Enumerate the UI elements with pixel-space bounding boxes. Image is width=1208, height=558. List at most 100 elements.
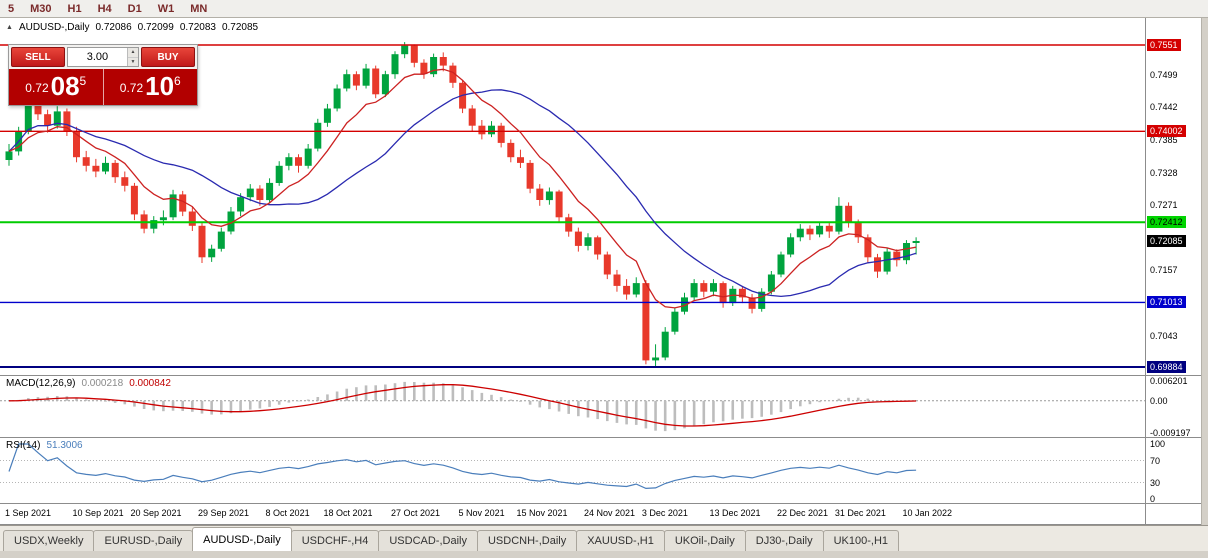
panel-splitter-rsi[interactable]: [0, 437, 1208, 438]
chart-tab-ukoil-daily[interactable]: UKOil-,Daily: [663, 530, 746, 551]
price-tick-label: 0.7043: [1150, 330, 1178, 341]
sell-price-sup: 5: [79, 74, 87, 88]
vertical-scrollbar[interactable]: [1201, 18, 1208, 525]
chart-tab-usdcad-daily[interactable]: USDCAD-,Daily: [378, 530, 478, 551]
date-axis-label: 15 Nov 2021: [516, 508, 568, 518]
sell-price[interactable]: 0.72 08 5: [9, 69, 104, 105]
date-axis-label: 1 Sep 2021: [5, 508, 52, 518]
candle: [719, 283, 727, 304]
candle: [816, 225, 824, 235]
period-button-m30[interactable]: M30: [30, 2, 52, 15]
chart-tab-dj30-daily[interactable]: DJ30-,Daily: [744, 530, 824, 551]
macd-signal-value: 0.000842: [129, 378, 171, 389]
candle: [372, 68, 380, 95]
candle: [24, 105, 32, 132]
rsi-value: 51.3006: [46, 440, 83, 451]
candle: [44, 114, 52, 126]
ma-fast-line: [8, 68, 917, 309]
candle: [603, 254, 611, 275]
candle: [690, 283, 698, 298]
chart-tab-usdchf-h4[interactable]: USDCHF-,H4: [290, 530, 380, 551]
candle: [217, 231, 225, 249]
period-button-h1[interactable]: H1: [67, 2, 82, 15]
period-button-w1[interactable]: W1: [157, 2, 175, 15]
candle: [845, 205, 853, 223]
chart-tab-xauusd-h1[interactable]: XAUUSD-,H1: [576, 530, 665, 551]
candle: [661, 331, 669, 358]
volume-down-icon[interactable]: ▼: [127, 57, 138, 66]
candle: [883, 251, 891, 272]
ma-slow-line: [8, 89, 917, 298]
candle: [806, 228, 814, 235]
main-chart-canvas[interactable]: [0, 18, 1208, 525]
candle: [208, 248, 216, 258]
candle: [237, 197, 245, 212]
candle: [536, 188, 544, 200]
candle: [111, 162, 119, 178]
candle: [362, 68, 370, 86]
candle: [391, 54, 399, 75]
chart-tab-uk100-h1[interactable]: UK100-,H1: [822, 530, 900, 551]
candle: [777, 254, 785, 275]
chart-tab-usdcnh-daily[interactable]: USDCNH-,Daily: [476, 530, 578, 551]
candle: [449, 65, 457, 83]
sell-button[interactable]: SELL: [11, 47, 65, 67]
buy-price[interactable]: 0.72 10 6: [104, 69, 198, 105]
candle: [700, 283, 708, 292]
candle: [912, 241, 920, 243]
rsi-axis-label: 70: [1150, 455, 1161, 466]
candle: [188, 211, 196, 226]
price-badge: 0.72085: [1147, 235, 1186, 247]
candle: [545, 191, 553, 201]
collapse-chart-icon[interactable]: ▲: [6, 24, 13, 31]
chart-tab-eurusd-daily[interactable]: EURUSD-,Daily: [93, 530, 194, 551]
rsi-label: RSI(14): [6, 440, 41, 451]
chart-tab-audusd-daily[interactable]: AUDUSD-,Daily: [192, 527, 292, 551]
candle: [488, 125, 495, 135]
period-button-d1[interactable]: D1: [127, 2, 142, 15]
date-axis-label: 10 Sep 2021: [72, 508, 124, 518]
panel-splitter-macd[interactable]: [0, 375, 1208, 376]
candle: [594, 237, 602, 255]
candle: [246, 188, 254, 198]
window-frame-bottom: [0, 551, 1208, 558]
candle: [574, 231, 582, 246]
price-axis-separator: [1145, 18, 1146, 524]
date-axis-label: 10 Jan 2022: [902, 508, 952, 518]
candle: [671, 311, 679, 332]
candle: [198, 225, 206, 258]
buy-button[interactable]: BUY: [141, 47, 195, 67]
macd-axis-zero: 0.00: [1150, 395, 1168, 406]
candle: [92, 165, 100, 172]
date-axis-label: 13 Dec 2021: [709, 508, 761, 518]
candle: [169, 194, 177, 218]
candle: [130, 185, 138, 215]
candle: [352, 74, 360, 86]
candle: [835, 205, 843, 232]
period-button-h4[interactable]: H4: [97, 2, 112, 15]
chart-symbol-title: AUDUSD-,Daily: [18, 22, 90, 33]
date-axis-label: 29 Sep 2021: [198, 508, 250, 518]
macd-axis-min: -0.009197: [1150, 428, 1191, 438]
trade-prices-row: 0.72 08 5 0.72 10 6: [9, 69, 197, 105]
candle: [266, 182, 274, 201]
volume-input[interactable]: [68, 48, 127, 66]
date-axis-label: 20 Sep 2021: [130, 508, 182, 518]
period-button-5[interactable]: 5: [8, 2, 15, 15]
period-button-mn[interactable]: MN: [190, 2, 208, 15]
rsi-axis-label: 0: [1150, 494, 1156, 504]
candle: [613, 274, 621, 286]
ohlc-open: 0.72086: [95, 22, 132, 33]
candle: [304, 148, 312, 166]
candle: [652, 357, 660, 361]
candle: [623, 285, 631, 295]
date-axis-label: 22 Dec 2021: [777, 508, 829, 518]
price-badge: 0.71013: [1147, 296, 1186, 309]
chart-tab-usdx-weekly[interactable]: USDX,Weekly: [3, 530, 95, 551]
one-click-trading-panel: SELL ▲ ▼ BUY 0.72 08 5 0.72: [8, 44, 198, 106]
volume-up-icon[interactable]: ▲: [127, 48, 138, 58]
candle: [555, 191, 563, 218]
candle: [738, 288, 746, 298]
candle: [729, 288, 737, 304]
ohlc-high: 0.72099: [137, 22, 174, 33]
